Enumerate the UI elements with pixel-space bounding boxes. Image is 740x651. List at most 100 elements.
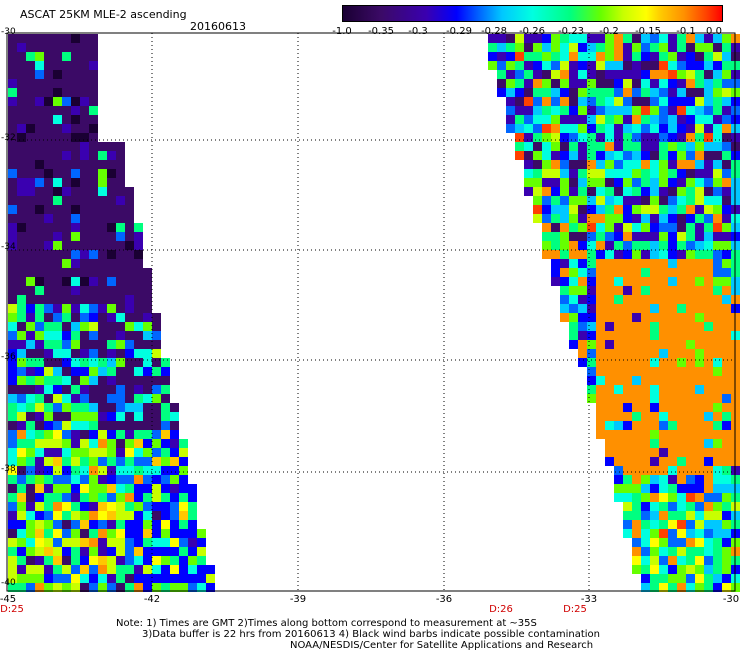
swath-cell [632,124,641,133]
swath-cell [713,448,722,457]
swath-cell [560,70,569,79]
swath-cell [704,439,713,448]
swath-cell [161,448,170,457]
swath-cell [713,79,722,88]
swath-cell [62,556,71,565]
lat-label: -38 [1,464,16,474]
swath-cell [704,286,713,295]
swath-cell [713,502,722,511]
swath-cell [704,466,713,475]
swath-cell [632,520,641,529]
swath-cell [722,421,731,430]
swath-cell [116,385,125,394]
swath-cell [713,196,722,205]
swath-cell [26,313,35,322]
swath-cell [80,196,89,205]
swath-cell [596,259,605,268]
swath-cell [488,61,497,70]
swath-cell [515,70,524,79]
swath-cell [26,457,35,466]
swath-cell [8,466,17,475]
swath-cell [686,43,695,52]
swath-cell [587,295,596,304]
swath-cell [53,97,62,106]
swath-cell [596,412,605,421]
swath-cell [533,187,542,196]
swath-cell [641,205,650,214]
swath-cell [116,169,125,178]
swath-cell [569,88,578,97]
swath-cell [551,43,560,52]
swath-cell [650,43,659,52]
swath-cell [641,268,650,277]
swath-cell [659,556,668,565]
swath-cell [668,385,677,394]
swath-cell [44,277,53,286]
swath-cell [632,565,641,574]
swath-cell [668,583,677,592]
swath-cell [632,547,641,556]
swath-cell [26,367,35,376]
swath-cell [596,205,605,214]
swath-cell [44,403,53,412]
swath-cell [152,448,161,457]
swath-cell [62,259,71,268]
swath-cell [614,205,623,214]
swath-cell [686,250,695,259]
swath-cell [713,286,722,295]
swath-cell [80,403,89,412]
swath-cell [62,466,71,475]
swath-cell [560,250,569,259]
swath-cell [542,88,551,97]
swath-cell [605,178,614,187]
swath-cell [659,358,668,367]
swath-cell [542,250,551,259]
swath-cell [677,295,686,304]
swath-cell [659,448,668,457]
swath-cell [143,403,152,412]
swath-cell [641,223,650,232]
swath-cell [668,43,677,52]
swath-cell [623,268,632,277]
swath-cell [8,34,17,43]
swath-cell [71,133,80,142]
swath-cell [143,421,152,430]
swath-cell [35,574,44,583]
swath-cell [587,277,596,286]
swath-cell [668,295,677,304]
swath-cell [62,214,71,223]
swath-cell [116,574,125,583]
swath-cell [98,232,107,241]
swath-cell [695,205,704,214]
swath-cell [17,448,26,457]
swath-cell [668,250,677,259]
swath-cell [641,34,650,43]
swath-cell [107,196,116,205]
swath-cell [53,142,62,151]
swath-cell [722,538,731,547]
swath-cell [98,475,107,484]
swath-cell [587,61,596,70]
swath-cell [650,178,659,187]
swath-cell [668,196,677,205]
swath-cell [116,214,125,223]
swath-cell [89,466,98,475]
swath-cell [650,61,659,70]
swath-cell [605,322,614,331]
swath-cell [8,97,17,106]
swath-cell [62,277,71,286]
swath-cell [524,187,533,196]
swath-cell [35,196,44,205]
swath-cell [704,304,713,313]
swath-cell [17,574,26,583]
swath-cell [677,313,686,322]
swath-cell [62,538,71,547]
swath-cell [8,169,17,178]
swath-cell [704,412,713,421]
swath-cell [659,133,668,142]
swath-cell [605,169,614,178]
swath-cell [551,115,560,124]
swath-cell [8,556,17,565]
swath-cell [668,97,677,106]
swath-cell [143,520,152,529]
